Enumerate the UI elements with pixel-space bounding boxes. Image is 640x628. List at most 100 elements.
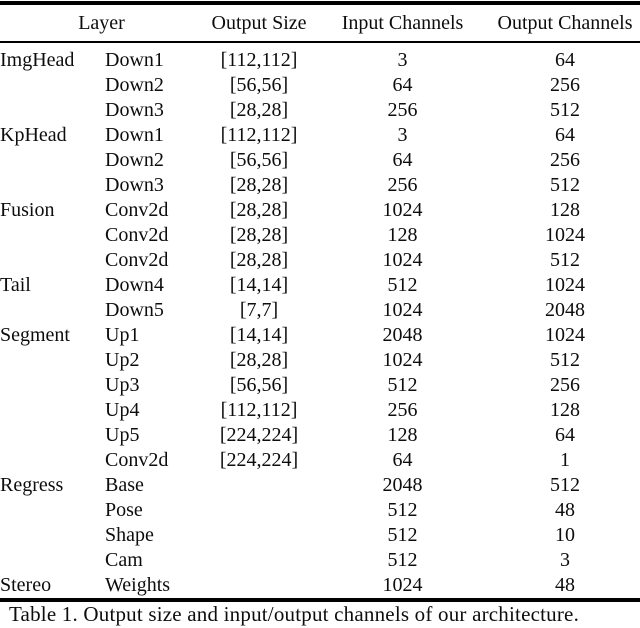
cell-output-channels: 48 — [555, 499, 576, 521]
cell-layer: Down2 — [105, 74, 164, 96]
cell-group — [0, 398, 105, 423]
cell-output-size: [112,112] — [220, 124, 298, 146]
cell-group — [0, 148, 105, 173]
cell-group — [0, 498, 105, 523]
cell-output-channels: 1024 — [545, 324, 586, 346]
cell-layer: Down5 — [105, 299, 164, 321]
table-row: Down5 [7,7] 1024 2048 — [0, 298, 640, 323]
cell-layer: Conv2d — [105, 249, 169, 271]
cell-group: ImgHead — [0, 49, 75, 71]
cell-input-channels: 256 — [387, 399, 418, 421]
cell-input-channels: 128 — [387, 424, 418, 446]
cell-group: Regress — [0, 474, 64, 496]
cell-layer: Down1 — [105, 49, 164, 71]
cell-output-channels: 1024 — [545, 274, 586, 296]
cell-group — [0, 73, 105, 98]
cell-group — [0, 173, 105, 198]
cell-output-channels: 512 — [550, 249, 581, 271]
cell-layer: Conv2d — [105, 199, 169, 221]
cell-layer: Down4 — [105, 274, 164, 296]
cell-input-channels: 64 — [392, 449, 413, 471]
cell-output-size — [203, 473, 315, 498]
cell-input-channels: 1024 — [382, 199, 423, 221]
cell-output-size: [28,28] — [229, 349, 289, 371]
cell-output-channels: 1024 — [545, 224, 586, 246]
cell-group — [0, 348, 105, 373]
cell-output-size — [203, 498, 315, 523]
cell-layer: Down1 — [105, 124, 164, 146]
cell-input-channels: 1024 — [382, 249, 423, 271]
table-header-row: Layer Output Size Input Channels Output … — [0, 3, 640, 43]
table-row: KpHead Down1 [112,112] 3 64 — [0, 123, 640, 148]
cell-group: Stereo — [0, 574, 52, 596]
cell-output-channels: 64 — [555, 49, 576, 71]
cell-input-channels: 512 — [387, 274, 418, 296]
table-row: Shape 512 10 — [0, 523, 640, 548]
table-row: Up5 [224,224] 128 64 — [0, 423, 640, 448]
cell-output-size: [28,28] — [229, 99, 289, 121]
cell-output-size: [28,28] — [229, 249, 289, 271]
table-row: Down2 [56,56] 64 256 — [0, 148, 640, 173]
cell-layer: Up1 — [105, 324, 140, 346]
cell-output-channels: 2048 — [545, 299, 586, 321]
cell-output-size: [28,28] — [229, 199, 289, 221]
cell-output-size: [28,28] — [229, 224, 289, 246]
cell-input-channels: 64 — [392, 149, 413, 171]
cell-layer: Up5 — [105, 424, 140, 446]
table-row: Pose 512 48 — [0, 498, 640, 523]
table-row: Fusion Conv2d [28,28] 1024 128 — [0, 198, 640, 223]
table-row: Up3 [56,56] 512 256 — [0, 373, 640, 398]
cell-output-channels: 512 — [550, 99, 581, 121]
column-header-layer: Layer — [0, 3, 204, 43]
table-caption: Table 1. Output size and input/output ch… — [9, 602, 580, 626]
cell-group — [0, 98, 105, 123]
cell-input-channels: 512 — [387, 549, 418, 571]
cell-output-channels: 512 — [550, 349, 581, 371]
cell-output-size: [224,224] — [219, 424, 299, 446]
cell-group — [0, 423, 105, 448]
cell-layer: Pose — [105, 499, 143, 521]
table-row: ImgHead Down1 [112,112] 3 64 — [0, 42, 640, 73]
cell-input-channels: 3 — [397, 49, 408, 71]
table-row: Down3 [28,28] 256 512 — [0, 98, 640, 123]
table-body: ImgHead Down1 [112,112] 3 64 Down2 [56,56] 64 25… — [0, 42, 640, 600]
cell-group: Fusion — [0, 199, 55, 221]
cell-layer: Conv2d — [105, 224, 169, 246]
cell-output-channels: 64 — [555, 124, 576, 146]
cell-output-channels: 10 — [555, 524, 576, 546]
cell-output-size: [14,14] — [229, 324, 289, 346]
cell-group — [0, 223, 105, 248]
cell-layer: Down2 — [105, 149, 164, 171]
table-row: Segment Up1 [14,14] 2048 1024 — [0, 323, 640, 348]
cell-input-channels: 2048 — [382, 474, 423, 496]
cell-input-channels: 1024 — [382, 574, 423, 596]
table-row: Conv2d [28,28] 1024 512 — [0, 248, 640, 273]
cell-layer: Base — [105, 474, 144, 496]
cell-output-size: [112,112] — [220, 399, 298, 421]
table-row: Cam 512 3 — [0, 548, 640, 573]
table-row: Conv2d [28,28] 128 1024 — [0, 223, 640, 248]
cell-layer: Weights — [105, 574, 171, 596]
cell-layer: Down3 — [105, 174, 164, 196]
column-header-input-channels: Input Channels — [315, 3, 491, 43]
column-header-output-size: Output Size — [203, 3, 316, 43]
cell-layer: Conv2d — [105, 449, 169, 471]
cell-input-channels: 3 — [397, 124, 408, 146]
table-row: Up2 [28,28] 1024 512 — [0, 348, 640, 373]
cell-output-channels: 128 — [550, 199, 581, 221]
cell-input-channels: 512 — [387, 499, 418, 521]
cell-output-size: [28,28] — [229, 174, 289, 196]
cell-group: Tail — [0, 274, 31, 296]
cell-input-channels: 1024 — [382, 349, 423, 371]
cell-group — [0, 373, 105, 398]
cell-layer: Down3 — [105, 99, 164, 121]
cell-output-size — [203, 523, 315, 548]
table-row: Regress Base 2048 512 — [0, 473, 640, 498]
cell-input-channels: 256 — [387, 99, 418, 121]
cell-input-channels: 64 — [392, 74, 413, 96]
cell-output-size: [56,56] — [229, 374, 289, 396]
cell-group — [0, 523, 105, 548]
cell-group — [0, 548, 105, 573]
cell-layer: Up2 — [105, 349, 140, 371]
